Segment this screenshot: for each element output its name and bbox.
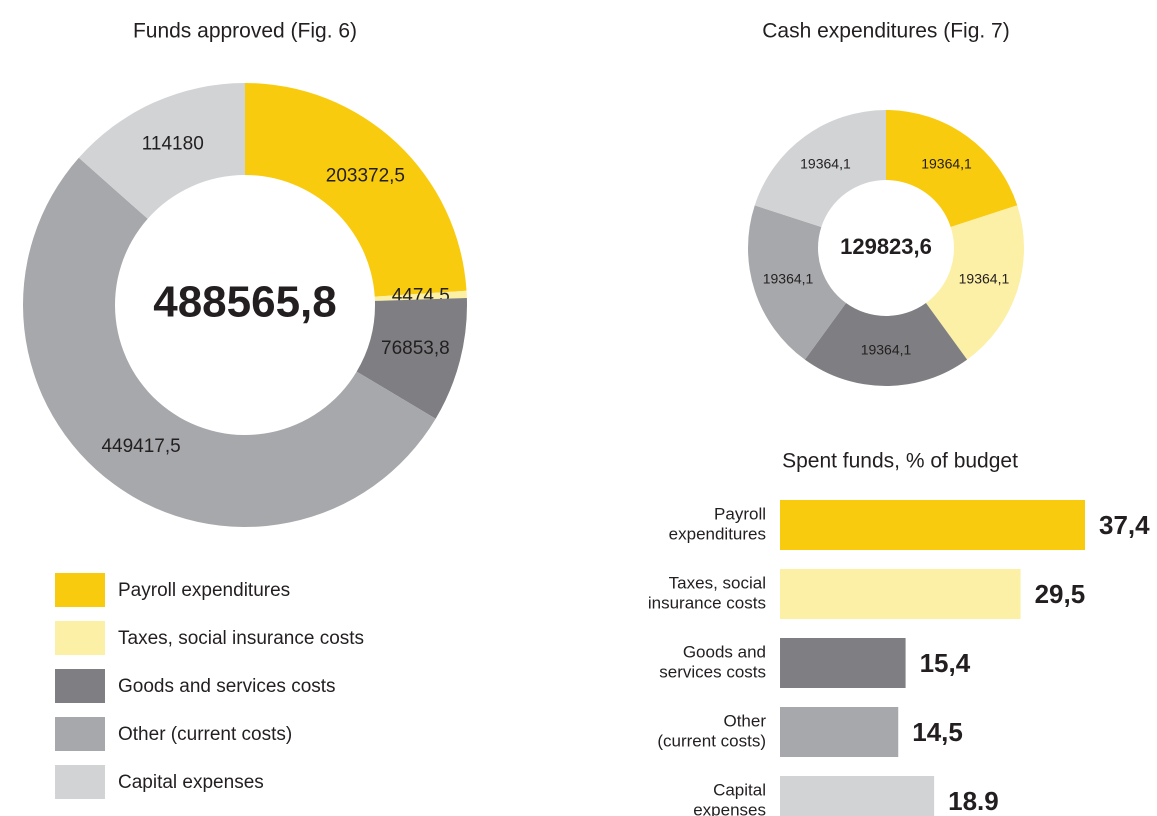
donut-slice [748,205,847,360]
donut-slice [245,83,467,297]
slice-label: 19364,1 [800,155,851,171]
chart-title: Spent funds, % of budget [782,450,1018,473]
bar-category-label: insurance costs [648,593,766,612]
donut-slice [886,110,1018,227]
slice-label: 449417,5 [101,436,180,457]
bar [780,500,1085,550]
bar [780,569,1021,619]
legend-label: Goods and services costs [118,676,336,697]
donut-slice [23,157,436,527]
slice-label: 19364,1 [959,271,1010,287]
slice-label: 114180 [142,134,204,155]
bar-category-label: Goods and [683,642,766,661]
bar-value-label: 18.9 [948,786,999,816]
bar [780,707,899,757]
bar-category-label: Payroll [714,504,766,523]
legend-swatch [55,621,105,655]
bar-category-label: expenditures [669,524,766,543]
bar-value-label: 29,5 [1035,579,1086,609]
legend-swatch [55,765,105,799]
bar-category-label: services costs [659,662,766,681]
bar [780,776,935,816]
bar-value-label: 37,4 [1099,510,1150,540]
bar-value-label: 15,4 [920,648,971,678]
legend-label: Taxes, social insurance costs [118,628,364,649]
donut-total: 129823,6 [840,234,932,259]
donut-total: 488565,8 [153,278,337,327]
chart-title: Funds approved (Fig. 6) [133,20,357,43]
legend-swatch [55,573,105,607]
bar-category-label: (current costs) [657,731,766,750]
legend-label: Other (current costs) [118,724,292,745]
donut-slice [754,110,886,227]
slice-label: 203372,5 [326,166,405,187]
bar-category-label: Capital [713,780,766,799]
slice-label: 76853,8 [381,338,450,359]
legend-swatch [55,669,105,703]
donut-slice [804,303,968,387]
bar-category-label: Other [723,711,766,730]
bar-category-label: expenses [693,800,766,816]
slice-label: 19364,1 [763,271,814,287]
slice-label: 19364,1 [921,155,972,171]
chart-title: Cash expenditures (Fig. 7) [762,20,1009,43]
bar-value-label: 14,5 [912,717,963,747]
slice-label: 19364,1 [861,342,912,358]
legend-label: Capital expenses [118,772,264,793]
bar [780,638,906,688]
legend-swatch [55,717,105,751]
legend-label: Payroll expenditures [118,580,290,601]
donut-slice [356,298,468,419]
bar-category-label: Taxes, social [669,573,766,592]
donut-slice [925,205,1024,360]
donut-slice [374,290,467,301]
donut-slice [78,83,245,219]
